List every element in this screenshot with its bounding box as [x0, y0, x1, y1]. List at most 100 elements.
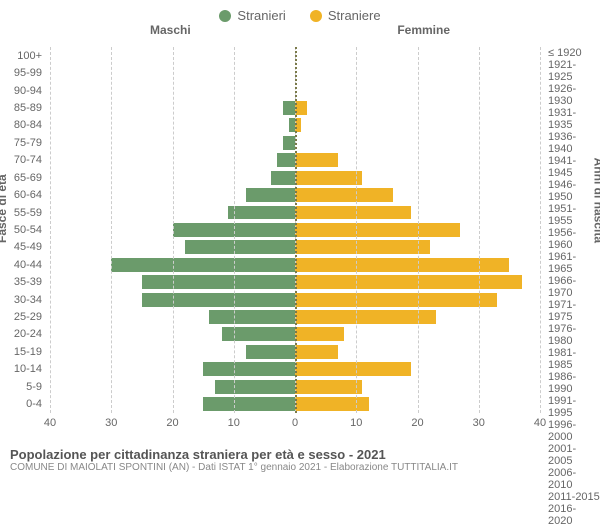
birth-year-label: 1991-1995: [544, 395, 600, 419]
grid-line: [50, 47, 51, 413]
bar-male: [277, 153, 295, 167]
age-label: 100+: [0, 47, 46, 64]
legend-label-female: Straniere: [328, 8, 381, 23]
grid-line: [234, 47, 235, 413]
bar-male: [228, 206, 295, 220]
bar-female: [295, 327, 344, 341]
birth-year-label: 1961-1965: [544, 251, 600, 275]
x-tick-label: 10: [228, 417, 240, 429]
age-label: 40-44: [0, 256, 46, 273]
bar-male: [209, 310, 295, 324]
grid-line: [173, 47, 174, 413]
age-label: 70-74: [0, 152, 46, 169]
age-label: 35-39: [0, 273, 46, 290]
x-tick-label: 30: [473, 417, 485, 429]
legend: Stranieri Straniere: [0, 0, 600, 23]
column-titles: Maschi Femmine: [0, 23, 600, 43]
chart-area: 100+95-9990-9485-8980-8475-7970-7465-696…: [0, 43, 600, 443]
x-tick-label: 0: [292, 417, 298, 429]
birth-year-label: 1936-1940: [544, 131, 600, 155]
bar-male: [203, 362, 295, 376]
birth-year-label: 2001-2005: [544, 443, 600, 467]
age-label: 10-14: [0, 361, 46, 378]
age-label: 75-79: [0, 134, 46, 151]
grid-line: [479, 47, 480, 413]
age-label: 30-34: [0, 291, 46, 308]
chart-subtitle: COMUNE DI MAIOLATI SPONTINI (AN) - Dati …: [10, 462, 590, 473]
bar-male: [111, 258, 295, 272]
age-label: 90-94: [0, 82, 46, 99]
x-tick-label: 20: [166, 417, 178, 429]
plot-area: [50, 47, 540, 413]
birth-year-label: 1966-1970: [544, 275, 600, 299]
bar-female: [295, 345, 338, 359]
bar-female: [295, 153, 338, 167]
bar-female: [295, 275, 522, 289]
grid-line: [356, 47, 357, 413]
x-tick-label: 30: [105, 417, 117, 429]
grid-line: [111, 47, 112, 413]
grid-line: [418, 47, 419, 413]
legend-swatch-male: [219, 10, 231, 22]
bar-female: [295, 362, 411, 376]
footer: Popolazione per cittadinanza straniera p…: [0, 443, 600, 473]
chart-title: Popolazione per cittadinanza straniera p…: [10, 447, 590, 462]
age-label: 25-29: [0, 308, 46, 325]
birth-year-label: 1986-1990: [544, 371, 600, 395]
bar-female: [295, 258, 509, 272]
age-label: 80-84: [0, 117, 46, 134]
x-tick-label: 10: [350, 417, 362, 429]
age-label: 20-24: [0, 326, 46, 343]
bar-female: [295, 293, 497, 307]
bar-male: [283, 136, 295, 150]
birth-year-label: 1981-1985: [544, 347, 600, 371]
bar-male: [246, 188, 295, 202]
bar-female: [295, 380, 362, 394]
bar-female: [295, 223, 460, 237]
bar-male: [142, 275, 295, 289]
x-tick-label: 20: [411, 417, 423, 429]
birth-year-label: 1931-1935: [544, 107, 600, 131]
bar-male: [142, 293, 295, 307]
birth-year-label: 2006-2010: [544, 467, 600, 491]
bar-male: [246, 345, 295, 359]
legend-item-female: Straniere: [310, 8, 381, 23]
bar-male: [185, 240, 295, 254]
age-label: 0-4: [0, 395, 46, 412]
bar-male: [271, 171, 296, 185]
birth-year-label: 1921-1925: [544, 59, 600, 83]
age-label: 95-99: [0, 64, 46, 81]
age-label: 15-19: [0, 343, 46, 360]
y-axis-title-left: Fasce di età: [0, 174, 9, 243]
bar-male: [203, 397, 295, 411]
bar-female: [295, 171, 362, 185]
bar-female: [295, 397, 369, 411]
bar-male: [222, 327, 296, 341]
bar-male: [215, 380, 295, 394]
birth-year-label: 1971-1975: [544, 299, 600, 323]
bar-female: [295, 310, 436, 324]
bar-female: [295, 240, 430, 254]
birth-year-label: 2011-2015: [544, 491, 600, 503]
bar-female: [295, 206, 411, 220]
legend-label-male: Stranieri: [237, 8, 285, 23]
birth-year-label: 1976-1980: [544, 323, 600, 347]
bar-female: [295, 188, 393, 202]
column-title-male: Maschi: [150, 23, 191, 37]
birth-year-label: 2016-2020: [544, 503, 600, 527]
legend-swatch-female: [310, 10, 322, 22]
x-tick-label: 40: [44, 417, 56, 429]
birth-year-label: ≤ 1920: [544, 47, 600, 59]
grid-line: [540, 47, 541, 413]
y-axis-title-right: Anni di nascita: [591, 158, 600, 243]
bar-male: [283, 101, 295, 115]
birth-year-label: 1926-1930: [544, 83, 600, 107]
birth-year-label: 1996-2000: [544, 419, 600, 443]
legend-item-male: Stranieri: [219, 8, 285, 23]
center-line: [295, 47, 297, 413]
age-label: 85-89: [0, 99, 46, 116]
x-tick-label: 40: [534, 417, 546, 429]
x-axis-ticks: 40302010010203040: [50, 417, 540, 431]
column-title-female: Femmine: [397, 23, 450, 37]
age-label: 5-9: [0, 378, 46, 395]
